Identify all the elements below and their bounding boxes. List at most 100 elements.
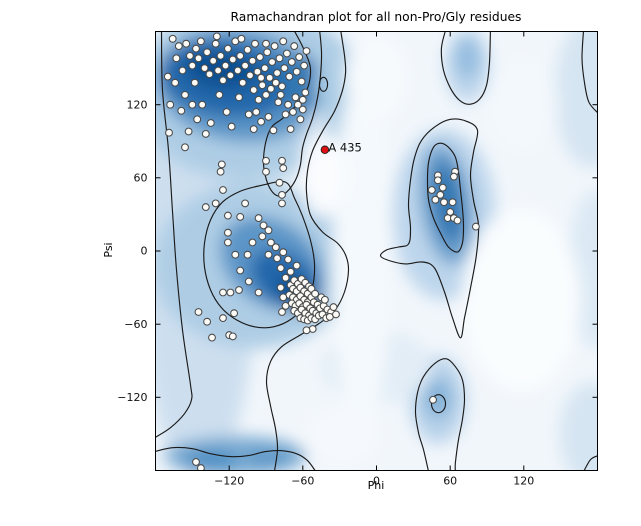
scatter-point	[190, 78, 199, 87]
scatter-point	[212, 32, 221, 41]
scatter-point	[192, 458, 200, 466]
scatter-point	[254, 95, 263, 104]
scatter-point	[278, 199, 286, 208]
scatter-point	[279, 293, 288, 302]
contour-line-top-right-lobe	[440, 31, 491, 105]
scatter-point	[235, 93, 243, 102]
scatter-point	[281, 273, 290, 282]
scatter-point	[270, 42, 279, 51]
scatter-point	[431, 195, 440, 204]
scatter-point	[293, 100, 302, 109]
scatter-point	[320, 295, 329, 304]
density-blob	[332, 74, 392, 440]
scatter-point	[244, 110, 253, 119]
scatter-point	[275, 178, 284, 187]
scatter-point	[287, 58, 296, 66]
density-blob	[484, 55, 559, 154]
scatter-point	[215, 90, 224, 99]
scatter-point	[208, 333, 216, 342]
scatter-point	[230, 309, 239, 318]
density-blob	[344, 33, 409, 122]
y-tick-label: 60	[134, 172, 148, 185]
scatter-point	[219, 186, 227, 194]
scatter-point	[280, 64, 289, 73]
scatter-point	[243, 250, 252, 259]
scatter-point	[292, 67, 301, 76]
scatter-point	[266, 238, 275, 247]
scatter-point	[329, 303, 338, 312]
scatter-point	[308, 325, 317, 333]
contour-line-lh-alpha-outer	[379, 118, 480, 339]
scatter-point	[217, 160, 226, 169]
scatter-point	[216, 167, 225, 176]
scatter-point	[219, 314, 227, 323]
scatter-point	[165, 128, 173, 137]
scatter-point	[260, 64, 269, 73]
scatter-point	[222, 108, 231, 116]
scatter-point	[193, 115, 202, 124]
scatter-point	[279, 37, 288, 46]
density-blob	[559, 382, 598, 471]
scatter-point	[264, 250, 273, 259]
contour-line-alpha-loop	[203, 180, 316, 329]
scatter-point	[291, 93, 300, 102]
scatter-point	[171, 78, 180, 87]
scatter-point	[181, 143, 189, 152]
scatter-point	[223, 44, 232, 53]
scatter-point	[249, 125, 258, 134]
scatter-point	[302, 326, 311, 335]
scatter-point	[286, 125, 295, 134]
y-tick-label: 0	[141, 245, 148, 258]
scatter-point	[276, 283, 285, 292]
scatter-point	[258, 232, 267, 241]
scatter-point	[275, 54, 284, 63]
density-blob	[313, 71, 334, 99]
scatter-point	[196, 464, 205, 471]
scatter-point	[198, 100, 207, 109]
scatter-point	[296, 115, 305, 124]
scatter-point	[172, 54, 181, 63]
scatter-point	[300, 61, 309, 70]
scatter-point	[228, 332, 237, 341]
scatter-point	[194, 308, 203, 316]
scatter-point	[209, 56, 218, 65]
scatter-point	[178, 66, 187, 75]
scatter-point	[258, 81, 267, 90]
scatter-point	[262, 156, 270, 165]
density-blob	[305, 407, 379, 466]
scatter-point	[278, 190, 286, 199]
x-tick-label: 120	[513, 475, 534, 488]
scatter-point	[257, 73, 266, 82]
scatter-point	[269, 126, 278, 135]
scatter-point	[248, 56, 257, 65]
scatter-point	[206, 119, 215, 127]
scatter-point	[278, 82, 286, 91]
scatter-point	[200, 64, 209, 73]
scatter-point	[257, 117, 266, 126]
contour-line-bottom-wave	[155, 446, 316, 471]
scatter-point	[281, 301, 290, 310]
scatter-point	[282, 49, 291, 58]
axis-ticks	[155, 31, 598, 471]
scatter-point	[433, 176, 442, 185]
scatter-point	[192, 44, 200, 53]
scatter-point	[448, 198, 457, 207]
scatter-point	[221, 61, 230, 70]
scatter-point	[188, 100, 197, 109]
scatter-point	[249, 86, 258, 94]
scatter-point	[286, 267, 295, 276]
density-blob	[554, 31, 598, 169]
scatter-point	[276, 264, 285, 273]
y-tick-label: 120	[127, 98, 148, 111]
scatter-point	[332, 310, 340, 319]
scatter-point	[219, 288, 227, 297]
y-tick-label: −120	[117, 391, 147, 404]
scatter-point	[438, 183, 447, 192]
scatter-point	[166, 100, 175, 109]
contour-ring	[430, 394, 447, 414]
scatter-point	[440, 198, 448, 207]
scatter-point	[264, 112, 273, 121]
contour-ring	[318, 76, 329, 92]
scatter-point	[174, 42, 183, 51]
